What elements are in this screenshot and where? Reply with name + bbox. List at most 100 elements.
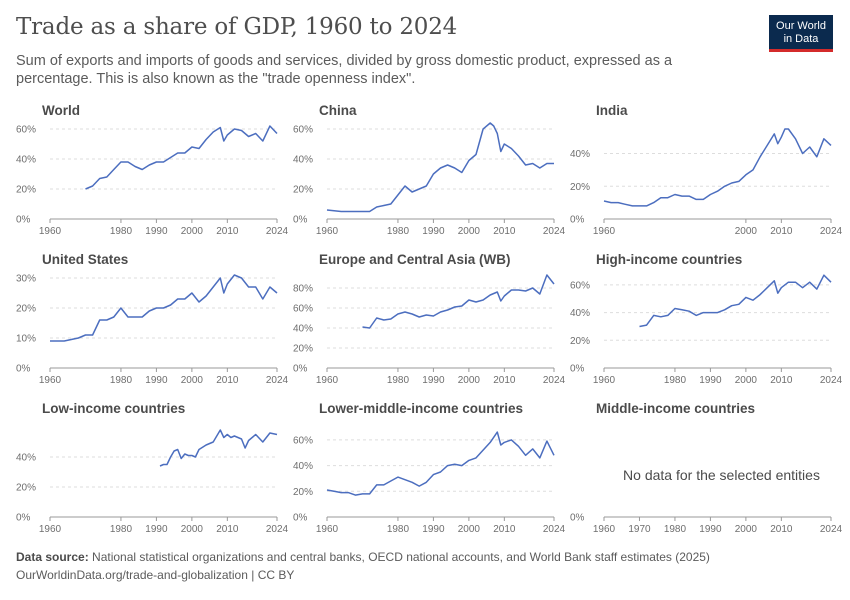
y-tick-label: 20% <box>570 182 590 193</box>
series-line[interactable] <box>85 125 278 190</box>
panel-title: China <box>319 103 357 118</box>
y-tick-label: 20% <box>16 304 36 315</box>
y-tick-label: 60% <box>293 125 313 136</box>
x-tick-label: 1980 <box>110 524 133 535</box>
y-tick-label: 0% <box>293 513 308 524</box>
y-tick-label: 0% <box>293 364 308 375</box>
x-tick-label: 1980 <box>110 226 133 237</box>
data-source-label: Data source: <box>16 550 89 564</box>
panel-title: High-income countries <box>596 252 742 267</box>
x-tick-label: 1960 <box>316 375 339 386</box>
x-tick-label: 1980 <box>387 226 410 237</box>
series-line[interactable] <box>50 274 278 342</box>
panel-3: United States 0% 10% 20% 30% 1960 1980 1990 2000… <box>16 252 289 386</box>
series-line[interactable] <box>603 128 832 207</box>
x-tick-label: 2010 <box>216 524 239 535</box>
y-tick-label: 20% <box>570 336 590 347</box>
x-tick-label: 1990 <box>145 226 168 237</box>
y-tick-label: 40% <box>570 308 590 319</box>
x-tick-label: 1960 <box>316 226 339 237</box>
panel-1: China 0% 20% 40% 60% 1960 1980 1990 2000 2010 2024 <box>293 103 566 237</box>
panel-5: High-income countries 0% 20% 40% 60% 1960 1980… <box>570 252 843 386</box>
y-tick-label: 40% <box>16 155 36 166</box>
logo-line-2: in Data <box>783 33 819 45</box>
panel-8: Middle-income countries 0% 1960 1970 1980 199… <box>570 401 843 535</box>
y-tick-label: 20% <box>293 185 313 196</box>
x-tick-label: 1990 <box>145 524 168 535</box>
series-line[interactable] <box>362 274 555 329</box>
owid-logo[interactable]: Our World in Data <box>769 15 833 52</box>
x-tick-label: 1960 <box>39 375 62 386</box>
series-line[interactable] <box>326 431 555 496</box>
y-tick-label: 80% <box>293 284 313 295</box>
x-tick-label: 2000 <box>458 375 481 386</box>
y-tick-label: 0% <box>570 364 585 375</box>
y-tick-label: 10% <box>16 334 36 345</box>
y-tick-label: 0% <box>16 215 31 226</box>
series-line[interactable] <box>639 274 832 328</box>
x-tick-label: 2024 <box>266 524 289 535</box>
x-tick-label: 1990 <box>422 375 445 386</box>
x-tick-label: 2010 <box>216 226 239 237</box>
x-tick-label: 2000 <box>181 524 204 535</box>
no-data-message: No data for the selected entities <box>623 467 820 483</box>
panel-title: Low-income countries <box>42 401 185 416</box>
x-tick-label: 1980 <box>387 375 410 386</box>
y-tick-label: 0% <box>293 215 308 226</box>
x-tick-label: 1990 <box>699 524 722 535</box>
data-source-text: National statistical organizations and c… <box>92 550 710 564</box>
x-tick-label: 2024 <box>543 524 566 535</box>
y-tick-label: 20% <box>16 483 36 494</box>
panel-title: Middle-income countries <box>596 401 755 416</box>
y-tick-label: 60% <box>293 304 313 315</box>
x-tick-label: 1960 <box>39 226 62 237</box>
x-tick-label: 2010 <box>770 375 793 386</box>
y-tick-label: 40% <box>16 453 36 464</box>
x-tick-label: 1960 <box>39 524 62 535</box>
x-tick-label: 2010 <box>770 226 793 237</box>
chart-title: Trade as a share of GDP, 1960 to 2024 <box>16 14 458 40</box>
x-tick-label: 1990 <box>422 226 445 237</box>
x-tick-label: 2024 <box>266 226 289 237</box>
x-tick-label: 2010 <box>216 375 239 386</box>
panel-title: United States <box>42 252 128 267</box>
x-tick-label: 2010 <box>770 524 793 535</box>
series-line[interactable] <box>326 122 554 213</box>
x-tick-label: 2024 <box>820 375 843 386</box>
footer: Data source: National statistical organi… <box>16 548 710 584</box>
y-tick-label: 0% <box>16 364 31 375</box>
x-tick-label: 2000 <box>735 375 758 386</box>
x-tick-label: 2000 <box>181 226 204 237</box>
x-tick-label: 2000 <box>735 226 758 237</box>
x-tick-label: 1980 <box>664 524 687 535</box>
y-tick-label: 0% <box>16 513 31 524</box>
y-tick-label: 60% <box>570 280 590 291</box>
x-tick-label: 1960 <box>593 226 616 237</box>
chart-subtitle: Sum of exports and imports of goods and … <box>16 53 673 87</box>
x-tick-label: 1990 <box>699 375 722 386</box>
x-tick-label: 1970 <box>628 524 651 535</box>
y-tick-label: 40% <box>293 461 313 472</box>
x-tick-label: 2000 <box>458 524 481 535</box>
x-tick-label: 2024 <box>543 226 566 237</box>
series-line[interactable] <box>159 429 278 467</box>
x-tick-label: 2010 <box>493 226 516 237</box>
x-tick-label: 2000 <box>181 375 204 386</box>
y-tick-label: 40% <box>293 155 313 166</box>
x-tick-label: 1960 <box>316 524 339 535</box>
x-tick-label: 2010 <box>493 375 516 386</box>
x-tick-label: 1990 <box>145 375 168 386</box>
panel-4: Europe and Central Asia (WB) 0% 20% 40% 60% 8… <box>293 252 566 386</box>
y-tick-label: 20% <box>16 185 36 196</box>
panel-0: World 0% 20% 40% 60% 1960 1980 1990 2000 2010 2024 <box>16 103 289 237</box>
y-tick-label: 30% <box>16 274 36 285</box>
panel-7: Lower-middle-income countries 0% 20% 40% 60%… <box>293 401 566 535</box>
source-url[interactable]: OurWorldinData.org/trade-and-globalizati… <box>16 568 295 582</box>
x-tick-label: 2024 <box>543 375 566 386</box>
panel-title: Lower-middle-income countries <box>319 401 523 416</box>
x-tick-label: 2024 <box>820 524 843 535</box>
panel-6: Low-income countries 0% 20% 40% 1960 1980 1990… <box>16 401 289 535</box>
x-tick-label: 2024 <box>820 226 843 237</box>
x-tick-label: 1980 <box>110 375 133 386</box>
